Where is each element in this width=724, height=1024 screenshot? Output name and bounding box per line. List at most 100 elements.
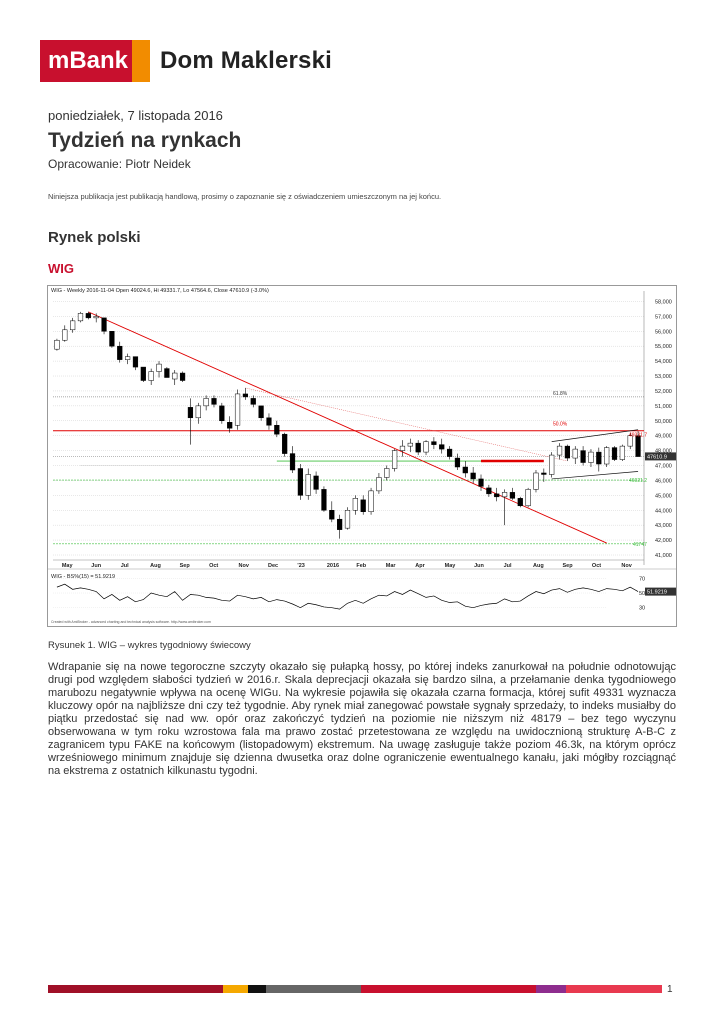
candle-body (227, 422, 233, 429)
candle-body (187, 407, 194, 419)
candle-body (77, 313, 84, 322)
candle-body (258, 405, 264, 419)
x-tick-label: Jun (91, 563, 101, 569)
indicator-label: WIG - BS%(15) = 51.9219 (51, 574, 115, 580)
candle-body (344, 510, 351, 529)
candle-body (172, 372, 178, 380)
candle-body (289, 453, 296, 471)
x-tick-label: Mar (386, 563, 397, 569)
page-number: 1 (667, 984, 673, 995)
candle-body (274, 424, 280, 435)
candle-body (250, 398, 256, 405)
fib-50-label: 50.0% (553, 422, 568, 428)
indicator-value-label: 51.9219 (647, 590, 667, 596)
candle-body (415, 442, 421, 453)
candle-body (360, 499, 366, 512)
channel-upper-line (551, 429, 639, 442)
candle-body (140, 366, 146, 381)
footer-bar-segment (566, 985, 662, 993)
x-tick-label: Sep (562, 563, 573, 569)
candle-body (305, 474, 311, 496)
chart-info-line: WIG - Weekly 2016-11-04 Open 49024.6, Hi… (51, 288, 269, 294)
footer-color-bar (48, 985, 662, 993)
indicator-value-box (645, 587, 676, 596)
logo-brand: mBank (47, 47, 129, 74)
candle-body (132, 356, 139, 368)
x-tick-label: Oct (592, 563, 601, 569)
y-tick-label: 43,000 (655, 523, 672, 529)
candle-body (297, 468, 303, 496)
x-tick-label: Oct (209, 563, 218, 569)
candle-body (462, 466, 468, 474)
candle-body (501, 492, 508, 498)
figure-caption: Rysunek 1. WIG – wykres tygodniowy świec… (48, 640, 251, 651)
x-tick-label: Nov (621, 563, 632, 569)
chart-gridlines (53, 291, 645, 565)
resistance-value-label: 49331.7 (629, 433, 647, 439)
indicator-tick-label: 30 (639, 606, 645, 612)
y-tick-label: 41,000 (655, 553, 672, 559)
candle-body (179, 372, 186, 381)
candle-body (635, 435, 641, 457)
channel-lower-line (551, 471, 639, 480)
fib-61-label: 61.8% (553, 391, 568, 397)
x-tick-label: May (445, 563, 457, 569)
candle-body (525, 489, 531, 507)
candle-body (619, 445, 625, 460)
candle-body (517, 498, 523, 507)
x-tick-label: Dec (268, 563, 278, 569)
candle-body (109, 331, 115, 347)
indicator-tick-label: 50 (639, 591, 645, 597)
candle-body (242, 393, 249, 398)
candle-body (337, 518, 343, 530)
x-tick-label: Apr (415, 563, 425, 569)
subsection-title: WIG (48, 261, 74, 276)
page-title: Tydzień na rynkach (48, 129, 242, 152)
candle-body (195, 405, 201, 419)
candle-body (486, 487, 492, 495)
x-tick-label: '23 (297, 563, 304, 569)
candle-body (62, 329, 68, 341)
disclaimer: Niniejsza publikacja jest publikacją han… (48, 192, 442, 201)
chart-candles (54, 311, 641, 539)
candle-body (156, 363, 162, 372)
candle-body (478, 478, 484, 487)
candle-body (564, 445, 570, 459)
candle-body (627, 435, 633, 447)
candle-body (329, 510, 335, 520)
footer-bar-segment (248, 985, 266, 993)
candle-body (93, 316, 99, 319)
y-tick-label: 50,000 (655, 419, 672, 425)
candle-body (604, 447, 610, 465)
y-tick-label: 44,000 (655, 508, 672, 514)
y-tick-label: 51,000 (655, 404, 672, 410)
candle-body (454, 457, 461, 468)
candle-body (572, 448, 578, 459)
x-tick-label: May (62, 563, 74, 569)
candle-body (588, 451, 594, 463)
candle-body (219, 405, 225, 422)
candle-body (203, 398, 209, 407)
candle-body (368, 490, 374, 512)
candle-body (234, 393, 241, 426)
x-tick-label: Feb (356, 563, 366, 569)
candle-body (266, 417, 272, 426)
candle-body (211, 398, 217, 405)
candle-body (70, 320, 76, 331)
candle-body (352, 498, 358, 511)
wig-weekly-chart: 58,000 57,000 56,000 55,000 54,000 53,000 52,0… (47, 285, 677, 627)
candle-body (321, 489, 327, 511)
y-tick-label: 47,000 (655, 464, 672, 470)
candle-body (54, 339, 60, 350)
x-tick-label: Aug (150, 563, 161, 569)
y-tick-label: 49,000 (655, 434, 672, 440)
candle-body (549, 454, 555, 475)
x-tick-label: 2016 (327, 563, 339, 569)
y-tick-label: 53,000 (655, 374, 672, 380)
last-close-label: 47610.9 (647, 454, 667, 460)
y-tick-label: 54,000 (655, 359, 672, 365)
publication-date: poniedziałek, 7 listopada 2016 (48, 108, 223, 123)
x-tick-label: Aug (533, 563, 544, 569)
footer-bar-segment (361, 985, 536, 993)
candle-body (439, 444, 445, 450)
